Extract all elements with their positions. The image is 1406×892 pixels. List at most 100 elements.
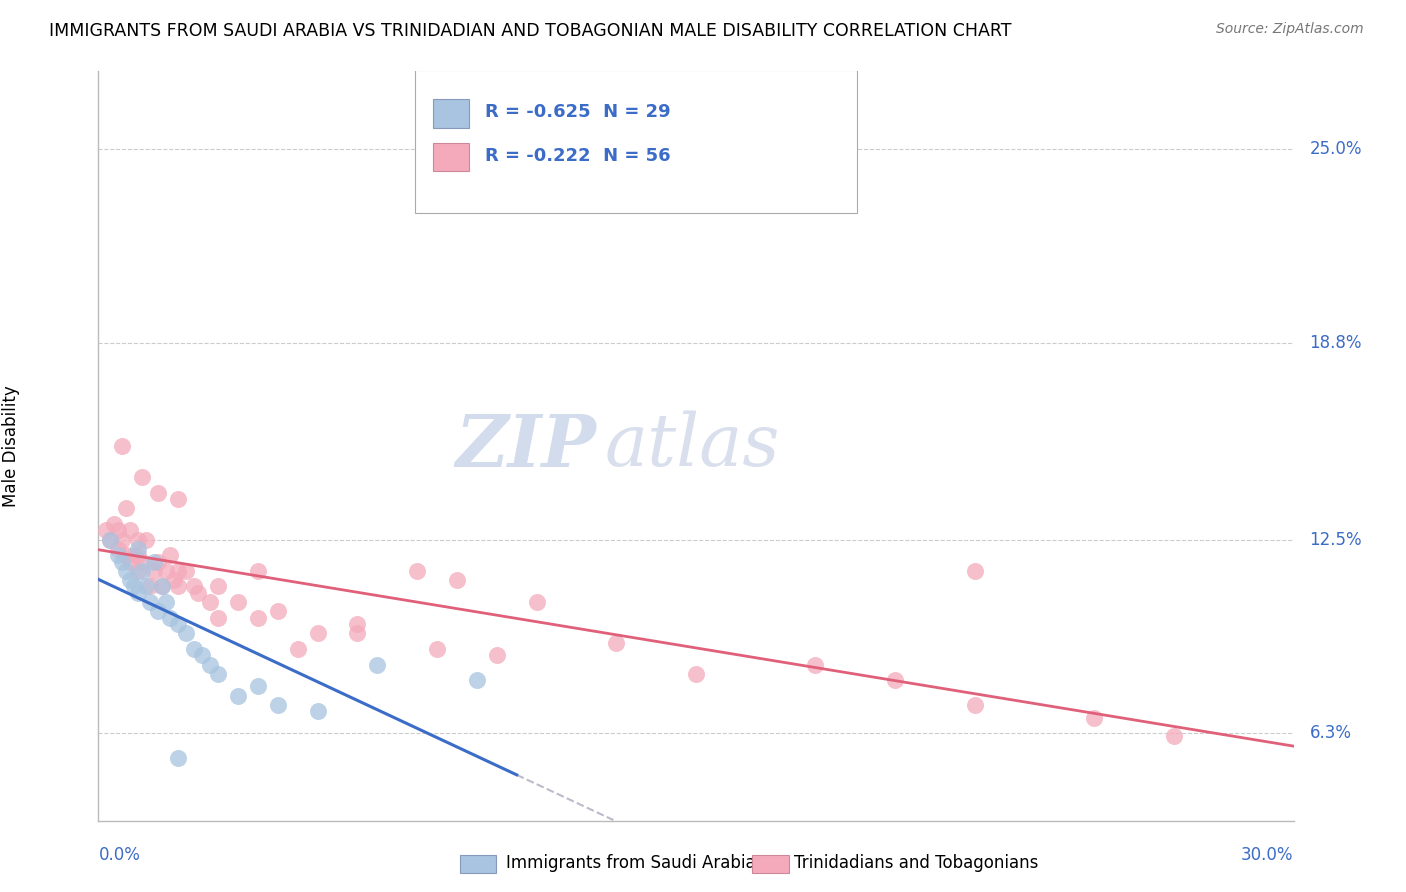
Point — [1083, 710, 1105, 724]
Point — [111, 554, 134, 569]
Text: 6.3%: 6.3% — [1309, 724, 1351, 742]
Point — [307, 705, 329, 719]
Point — [107, 548, 129, 563]
Point — [143, 564, 166, 578]
Point — [120, 554, 142, 569]
Text: 30.0%: 30.0% — [1241, 846, 1294, 863]
Point — [115, 501, 138, 516]
Point — [963, 698, 986, 712]
Point — [127, 548, 149, 563]
Point — [207, 580, 229, 594]
Point — [685, 667, 707, 681]
Point — [804, 657, 827, 672]
Point — [485, 648, 508, 662]
Point — [131, 554, 153, 569]
Point — [174, 564, 197, 578]
Point — [183, 642, 205, 657]
Point — [127, 533, 149, 547]
Point — [963, 564, 986, 578]
Text: Male Disability: Male Disability — [1, 385, 20, 507]
Point — [167, 751, 190, 765]
Point — [135, 580, 157, 594]
Point — [115, 564, 138, 578]
Point — [167, 617, 190, 632]
Text: Immigrants from Saudi Arabia: Immigrants from Saudi Arabia — [506, 855, 756, 872]
Text: 12.5%: 12.5% — [1309, 531, 1362, 549]
Point — [167, 580, 190, 594]
Point — [183, 580, 205, 594]
Point — [120, 574, 142, 588]
Point — [115, 548, 138, 563]
Point — [167, 564, 190, 578]
Point — [406, 564, 429, 578]
Point — [124, 548, 146, 563]
Point — [267, 605, 290, 619]
Bar — [433, 100, 470, 128]
Text: 18.8%: 18.8% — [1309, 334, 1362, 352]
Point — [246, 564, 269, 578]
Point — [131, 564, 153, 578]
Point — [127, 564, 149, 578]
Point — [226, 689, 249, 703]
Point — [98, 533, 122, 547]
Point — [346, 626, 368, 640]
Text: 25.0%: 25.0% — [1309, 140, 1362, 159]
Point — [207, 611, 229, 625]
Point — [226, 595, 249, 609]
Point — [139, 580, 162, 594]
Point — [198, 595, 221, 609]
Point — [187, 586, 209, 600]
Point — [246, 680, 269, 694]
Point — [148, 605, 170, 619]
Text: IMMIGRANTS FROM SAUDI ARABIA VS TRINIDADIAN AND TOBAGONIAN MALE DISABILITY CORRE: IMMIGRANTS FROM SAUDI ARABIA VS TRINIDAD… — [49, 22, 1012, 40]
Point — [124, 580, 146, 594]
Point — [143, 554, 166, 569]
Point — [139, 595, 162, 609]
Text: atlas: atlas — [605, 410, 780, 482]
Point — [148, 554, 170, 569]
Point — [103, 517, 125, 532]
Point — [191, 648, 214, 662]
Point — [159, 548, 181, 563]
Point — [135, 533, 157, 547]
Point — [150, 580, 173, 594]
Point — [267, 698, 290, 712]
Point — [346, 617, 368, 632]
Text: ZIP: ZIP — [456, 410, 596, 482]
Point — [120, 523, 142, 537]
Text: R = -0.625  N = 29: R = -0.625 N = 29 — [485, 103, 671, 121]
Point — [207, 667, 229, 681]
Point — [107, 523, 129, 537]
Point — [159, 611, 181, 625]
Point — [605, 635, 627, 649]
Bar — [433, 144, 470, 171]
Point — [287, 642, 309, 657]
Point — [155, 564, 177, 578]
Point — [163, 574, 186, 588]
Point — [127, 586, 149, 600]
Text: Source: ZipAtlas.com: Source: ZipAtlas.com — [1216, 22, 1364, 37]
Point — [884, 673, 907, 688]
Text: Trinidadians and Tobagonians: Trinidadians and Tobagonians — [794, 855, 1039, 872]
Point — [150, 580, 173, 594]
Point — [198, 657, 221, 672]
Text: R = -0.222  N = 56: R = -0.222 N = 56 — [485, 146, 671, 165]
Point — [465, 673, 488, 688]
Point — [96, 523, 118, 537]
Point — [167, 492, 190, 507]
Point — [307, 626, 329, 640]
Point — [107, 542, 129, 557]
Point — [111, 439, 134, 453]
Point — [98, 533, 122, 547]
Point — [174, 626, 197, 640]
Point — [131, 470, 153, 484]
Point — [446, 574, 468, 588]
Point — [155, 595, 177, 609]
FancyBboxPatch shape — [415, 70, 858, 213]
Point — [148, 485, 170, 500]
Point — [526, 595, 548, 609]
Point — [426, 642, 449, 657]
Text: 0.0%: 0.0% — [98, 846, 141, 863]
Point — [1163, 730, 1185, 744]
Point — [366, 657, 388, 672]
